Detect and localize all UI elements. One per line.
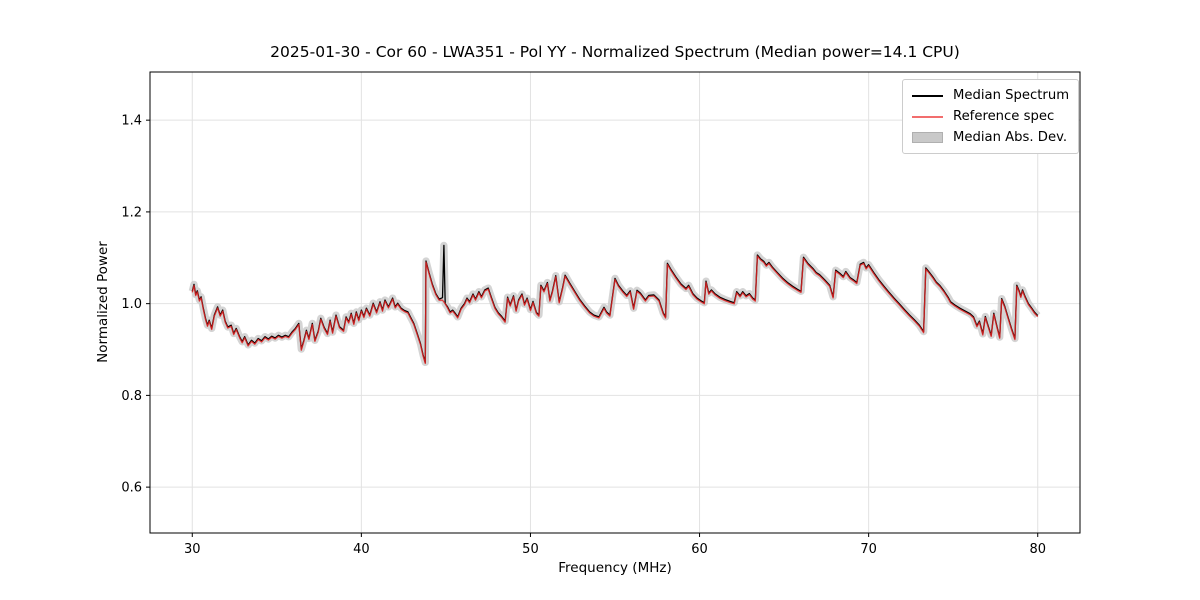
y-tick-label: 0.8 xyxy=(121,389,142,404)
y-tick-label: 1.0 xyxy=(121,297,142,312)
legend-entry-reference: Reference spec xyxy=(912,108,1068,125)
axes-spines xyxy=(149,71,1081,534)
x-tick-label: 40 xyxy=(353,542,370,557)
legend: Median Spectrum Reference spec Median Ab… xyxy=(902,79,1079,154)
legend-entry-mad: Median Abs. Dev. xyxy=(912,129,1068,146)
chart-title: 2025-01-30 - Cor 60 - LWA351 - Pol YY - … xyxy=(270,43,960,61)
legend-label: Reference spec xyxy=(953,109,1055,124)
x-tick-label: 50 xyxy=(522,542,539,557)
x-tick-label: 30 xyxy=(184,542,201,557)
reference-line-swatch xyxy=(912,115,943,118)
x-axis-label: Frequency (MHz) xyxy=(558,560,672,576)
reference-spec-line xyxy=(191,255,1039,365)
mad-patch-swatch xyxy=(912,132,943,143)
x-tick-label: 80 xyxy=(1029,542,1046,557)
legend-label: Median Spectrum xyxy=(953,88,1070,103)
y-tick-label: 1.4 xyxy=(121,114,142,129)
x-tick-label: 60 xyxy=(691,542,708,557)
x-tick-label: 70 xyxy=(860,542,877,557)
y-tick-label: 0.6 xyxy=(121,481,142,496)
median-line-swatch xyxy=(912,94,943,97)
legend-entry-median: Median Spectrum xyxy=(912,87,1070,104)
y-axis-label: Normalized Power xyxy=(95,241,111,363)
legend-label: Median Abs. Dev. xyxy=(953,130,1068,145)
y-tick-label: 1.2 xyxy=(121,205,142,220)
